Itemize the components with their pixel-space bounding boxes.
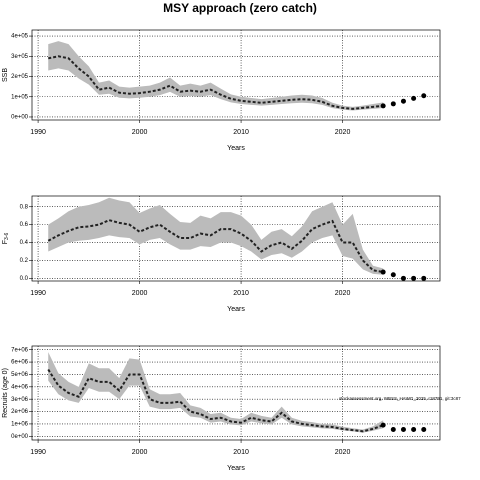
projection-point: [380, 103, 386, 109]
projection-point: [400, 275, 406, 281]
x-axis-label: Years: [227, 145, 245, 152]
x-tick-label: 1990: [30, 449, 46, 456]
projection-point: [411, 275, 417, 281]
x-tick-label: 2020: [335, 449, 351, 456]
confidence-band: [48, 197, 384, 275]
chart-title: MSY approach (zero catch): [163, 1, 317, 15]
plot-frame: [31, 345, 441, 441]
projection-point: [390, 426, 396, 432]
x-tick-label: 2010: [233, 449, 249, 456]
y-tick-label: 2e+05: [11, 74, 29, 80]
y-axis-label-main: SSB: [2, 68, 9, 82]
y-tick-label: 0.0: [20, 276, 29, 282]
y-axis-label: Recruits (age 0): [2, 368, 9, 418]
projection-point: [421, 275, 427, 281]
plot-frame: [31, 195, 441, 282]
median-line: [47, 219, 384, 274]
y-tick-label: 4e+05: [11, 34, 29, 40]
x-tick-label: 1990: [30, 290, 46, 297]
projection-point: [411, 95, 417, 101]
y-tick-label: 2e+06: [11, 409, 29, 415]
x-tick-label: 2000: [132, 290, 148, 297]
projection-point: [411, 426, 417, 432]
y-tick-label: 1e+06: [11, 421, 29, 427]
y-tick-label: 0e+00: [11, 434, 29, 440]
projection-point: [421, 426, 427, 432]
projection-point: [380, 422, 386, 428]
y-tick-label: 4e+06: [11, 384, 29, 390]
y-tick-label: 3e+06: [11, 397, 29, 403]
y-tick-label: 0.8: [20, 204, 29, 210]
x-tick-label: 2010: [233, 129, 249, 136]
x-tick-label: 2010: [233, 290, 249, 297]
x-axis-label: Years: [227, 465, 245, 472]
x-tick-label: 1990: [30, 129, 46, 136]
y-tick-label: 0.2: [20, 258, 29, 264]
projection-point: [400, 98, 406, 104]
x-tick-label: 2020: [335, 290, 351, 297]
confidence-band: [48, 41, 384, 111]
y-tick-label: 7e+06: [11, 347, 29, 353]
projection-point: [421, 93, 427, 99]
y-axis-label-subscript: 3-6: [4, 233, 10, 240]
projection-point: [390, 272, 396, 278]
y-axis-label-main: F: [2, 240, 9, 244]
median-line: [48, 55, 384, 110]
y-tick-label: 5e+06: [11, 372, 29, 378]
y-tick-label: 0.6: [20, 222, 29, 228]
x-axis-label: Years: [227, 306, 245, 313]
y-tick-label: 6e+06: [11, 360, 29, 366]
y-tick-label: 0e+00: [11, 115, 29, 121]
y-tick-label: 0.4: [20, 240, 29, 246]
confidence-band: [48, 352, 384, 433]
annotation: stockassessment.org, WBSS_HAWG_2025, r18…: [339, 396, 461, 401]
y-axis-label: SSB: [2, 68, 9, 82]
median-line: [47, 368, 384, 433]
x-tick-label: 2000: [132, 449, 148, 456]
x-tick-label: 2000: [132, 129, 148, 136]
y-axis-label: F3-6: [2, 233, 10, 245]
y-axis-label-main: Recruits (age 0): [2, 368, 9, 418]
projection-point: [400, 426, 406, 432]
plot-frame: [31, 29, 441, 121]
y-tick-label: 1e+05: [11, 94, 29, 100]
projection-point: [390, 101, 396, 107]
x-tick-label: 2020: [335, 129, 351, 136]
y-tick-label: 3e+05: [11, 54, 29, 60]
projection-point: [380, 269, 386, 275]
